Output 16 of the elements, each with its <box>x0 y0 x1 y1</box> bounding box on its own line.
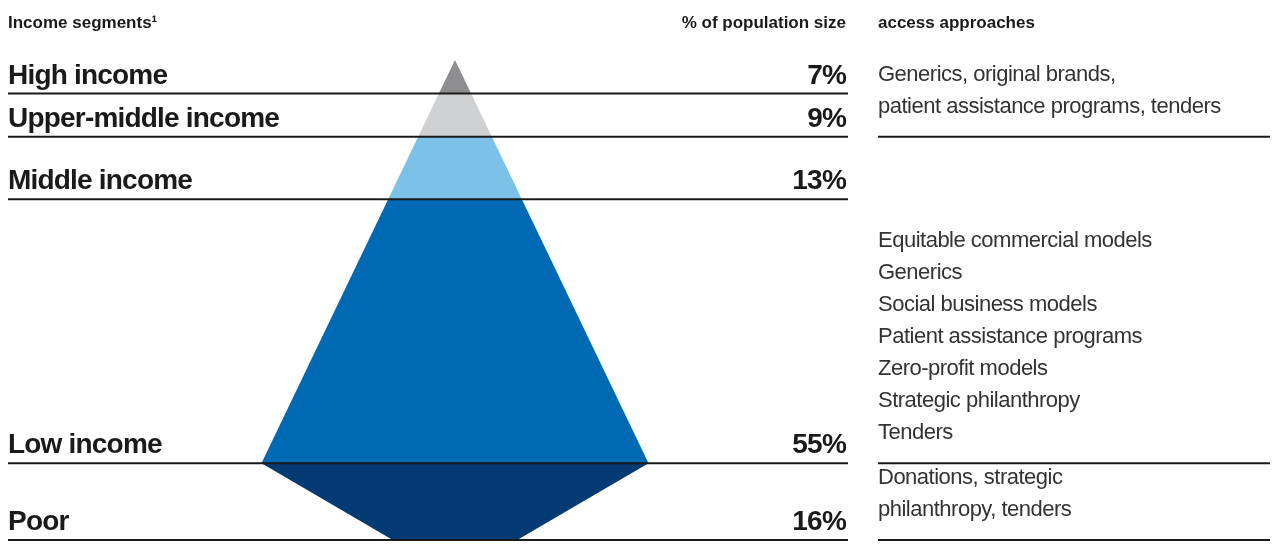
data-label: 7% <box>807 58 847 90</box>
category-label: Low income <box>8 428 163 460</box>
category-label: Upper-middle income <box>8 101 280 133</box>
data-label: 13% <box>792 164 847 196</box>
text: Income segments¹ <box>8 13 158 32</box>
text: Donations, strategic philanthropy, tenders <box>878 464 1072 521</box>
category-label: Middle income <box>8 164 193 196</box>
text: Generics, original brands, patient assistance programs, tenders <box>878 60 1221 118</box>
data-label: 9% <box>807 101 847 133</box>
data-label: 16% <box>792 505 847 536</box>
category-label: High income <box>8 58 168 90</box>
text: Equitable commercial models Generics Social business models Patient assistance programs Zero-profit models Strategic philanthropy Tenders <box>878 227 1152 445</box>
text: % of population size <box>681 13 846 32</box>
data-label: 55% <box>792 428 847 460</box>
category-label: Poor <box>8 505 70 536</box>
legend-title: access approaches <box>878 13 1035 32</box>
